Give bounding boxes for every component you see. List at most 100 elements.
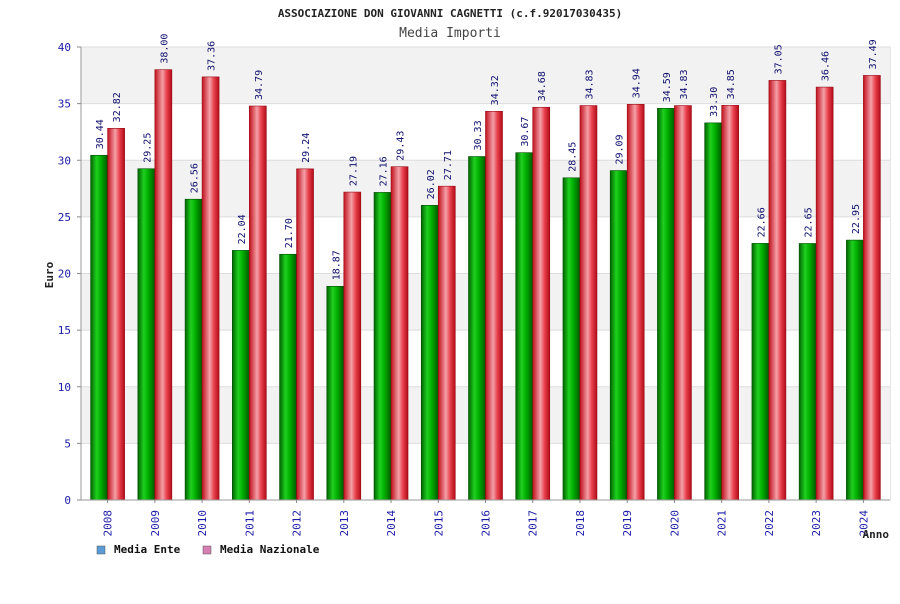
y-tick-label: 15: [58, 324, 71, 337]
value-label-media-ente-2013: 18.87: [331, 250, 342, 280]
bar-media-ente-2011: [232, 250, 250, 501]
x-axis-title: Anno: [863, 528, 890, 541]
bar-media-ente-2022: [751, 243, 770, 501]
legend-label-media-nazionale: Media Nazionale: [220, 543, 320, 556]
value-label-media-nazionale-2017: 34.68: [537, 71, 548, 101]
x-tick-label-2012: 2012: [291, 510, 304, 537]
x-tick-label-2013: 2013: [338, 510, 351, 537]
value-label-media-ente-2010: 26.56: [190, 163, 201, 193]
bar-media-nazionale-2017: [532, 106, 551, 501]
value-label-media-ente-2020: 34.59: [662, 72, 673, 102]
value-label-media-ente-2008: 30.44: [95, 119, 106, 149]
value-label-media-nazionale-2014: 29.43: [396, 131, 407, 161]
bar-media-ente-2016: [468, 156, 486, 501]
value-label-media-nazionale-2022: 37.05: [773, 44, 784, 74]
value-label-media-ente-2012: 21.70: [284, 218, 295, 248]
y-tick-label: 25: [58, 211, 71, 224]
y-tick-label: 20: [58, 268, 71, 281]
value-label-media-nazionale-2018: 34.83: [584, 69, 595, 99]
value-label-media-ente-2009: 29.25: [142, 133, 153, 163]
x-tick-label-2016: 2016: [480, 510, 493, 537]
bar-media-ente-2010: [184, 198, 203, 501]
x-tick-label-2010: 2010: [196, 510, 209, 537]
x-tick-label-2019: 2019: [621, 510, 634, 537]
bar-media-ente-2014: [373, 192, 392, 501]
x-tick-label-2009: 2009: [149, 510, 162, 537]
value-label-media-nazionale-2011: 34.79: [254, 70, 265, 100]
bar-media-ente-2018: [562, 177, 581, 501]
y-axis-title: Euro: [43, 261, 56, 288]
y-tick-label: 10: [58, 381, 71, 394]
value-labels: 30.44 32.82 29.25 38.00 26.56 37.36 22.04 34.79…: [95, 34, 879, 281]
bar-media-nazionale-2021: [721, 105, 739, 501]
bar-media-ente-2009: [137, 168, 156, 501]
y-tick-label: 40: [58, 41, 71, 54]
x-tick-label-2022: 2022: [763, 510, 776, 537]
value-label-media-nazionale-2015: 27.71: [443, 150, 454, 180]
bar-media-nazionale-2010: [201, 76, 220, 501]
y-tick-label: 30: [58, 154, 71, 167]
x-tick-label-2014: 2014: [385, 510, 398, 537]
legend-swatch-media-ente: [96, 545, 106, 555]
value-label-media-nazionale-2008: 32.82: [112, 92, 123, 122]
value-label-media-nazionale-2012: 29.24: [301, 133, 312, 163]
value-label-media-nazionale-2023: 36.46: [821, 51, 832, 81]
bar-media-nazionale-2009: [154, 69, 173, 501]
bar-media-ente-2020: [657, 107, 675, 501]
bar-media-ente-2024: [846, 239, 864, 501]
value-label-media-ente-2024: 22.95: [851, 204, 862, 234]
chart-subtitle: Media Importi: [399, 26, 501, 41]
bar-media-ente-2012: [279, 253, 297, 501]
bar-media-nazionale-2022: [768, 80, 787, 501]
y-tick-label: 5: [64, 437, 71, 450]
bar-media-nazionale-2019: [626, 104, 645, 501]
y-tick-label: 35: [58, 98, 71, 111]
value-label-media-ente-2022: 22.66: [756, 207, 767, 237]
x-tick-label-2020: 2020: [668, 510, 681, 537]
bar-media-ente-2017: [515, 152, 534, 501]
bar-media-nazionale-2014: [390, 166, 409, 501]
x-tick-label-2024: 2024: [857, 510, 870, 537]
bar-media-nazionale-2013: [343, 191, 362, 501]
value-label-media-nazionale-2021: 34.85: [726, 69, 737, 99]
value-label-media-nazionale-2024: 37.49: [868, 39, 879, 69]
value-label-media-ente-2011: 22.04: [237, 214, 248, 244]
x-tick-label-2008: 2008: [102, 510, 115, 537]
bar-media-nazionale-2015: [437, 185, 456, 501]
x-tick-label-2023: 2023: [810, 510, 823, 537]
value-label-media-nazionale-2016: 34.32: [490, 75, 501, 105]
bar-media-nazionale-2016: [485, 111, 503, 501]
bar-media-ente-2021: [704, 122, 722, 501]
legend-swatch-media-nazionale: [202, 545, 212, 555]
x-tick-label-2011: 2011: [243, 510, 256, 537]
value-label-media-nazionale-2010: 37.36: [207, 41, 218, 71]
value-label-media-nazionale-2013: 27.19: [348, 156, 359, 186]
x-tick-label-2021: 2021: [716, 510, 729, 537]
value-label-media-ente-2014: 27.16: [379, 156, 390, 186]
bar-media-ente-2013: [326, 285, 345, 501]
bar-media-ente-2019: [609, 170, 628, 501]
x-tick-label-2018: 2018: [574, 510, 587, 537]
bar-media-ente-2015: [420, 205, 439, 501]
bar-media-nazionale-2008: [107, 128, 125, 501]
value-label-media-ente-2018: 28.45: [567, 142, 578, 172]
bars: [90, 69, 881, 501]
bar-media-nazionale-2020: [674, 105, 692, 501]
value-label-media-ente-2023: 22.65: [804, 207, 815, 237]
x-tick-label-2017: 2017: [527, 510, 540, 537]
bar-media-nazionale-2018: [579, 105, 598, 501]
value-label-media-ente-2021: 33.30: [709, 87, 720, 117]
value-label-media-nazionale-2020: 34.83: [679, 69, 690, 99]
bar-media-nazionale-2024: [863, 75, 881, 501]
value-label-media-ente-2019: 29.09: [615, 134, 626, 164]
bar-media-nazionale-2012: [296, 168, 314, 501]
bar-media-ente-2008: [90, 154, 108, 501]
x-tick-label-2015: 2015: [432, 510, 445, 537]
value-label-media-nazionale-2019: 34.94: [632, 68, 643, 98]
bar-media-nazionale-2011: [249, 105, 267, 501]
axes: 0 5 10 15 20 25 30 35 40 2008 2009 2010 2011 2012 2013…: [58, 41, 890, 537]
chart-title: ASSOCIAZIONE DON GIOVANNI CAGNETTI (c.f.…: [278, 7, 622, 20]
legend-label-media-ente: Media Ente: [114, 543, 181, 556]
